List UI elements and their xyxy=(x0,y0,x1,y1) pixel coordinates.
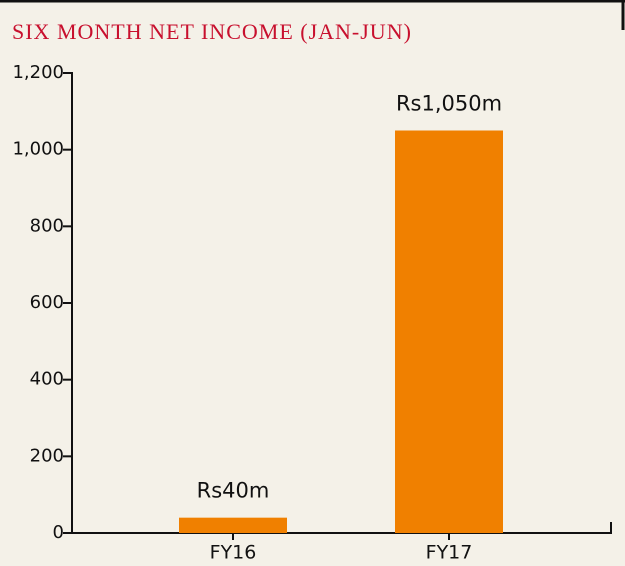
chart-title: SIX MONTH NET INCOME (JAN-JUN) xyxy=(12,19,412,44)
value-label: Rs1,050m xyxy=(396,92,502,116)
x-tick-label: FY17 xyxy=(426,542,473,564)
y-tick-label: 800 xyxy=(30,215,64,236)
y-tick-label: 0 xyxy=(53,522,64,543)
y-tick-label: 200 xyxy=(30,445,64,466)
bar xyxy=(395,130,503,533)
y-tick-label: 400 xyxy=(30,369,64,390)
y-tick-label: 600 xyxy=(30,292,64,313)
y-tick-label: 1,200 xyxy=(12,62,64,83)
y-tick-label: 1,000 xyxy=(12,139,64,160)
value-label: Rs40m xyxy=(197,479,270,503)
bar xyxy=(179,517,287,533)
x-tick-label: FY16 xyxy=(210,542,257,564)
